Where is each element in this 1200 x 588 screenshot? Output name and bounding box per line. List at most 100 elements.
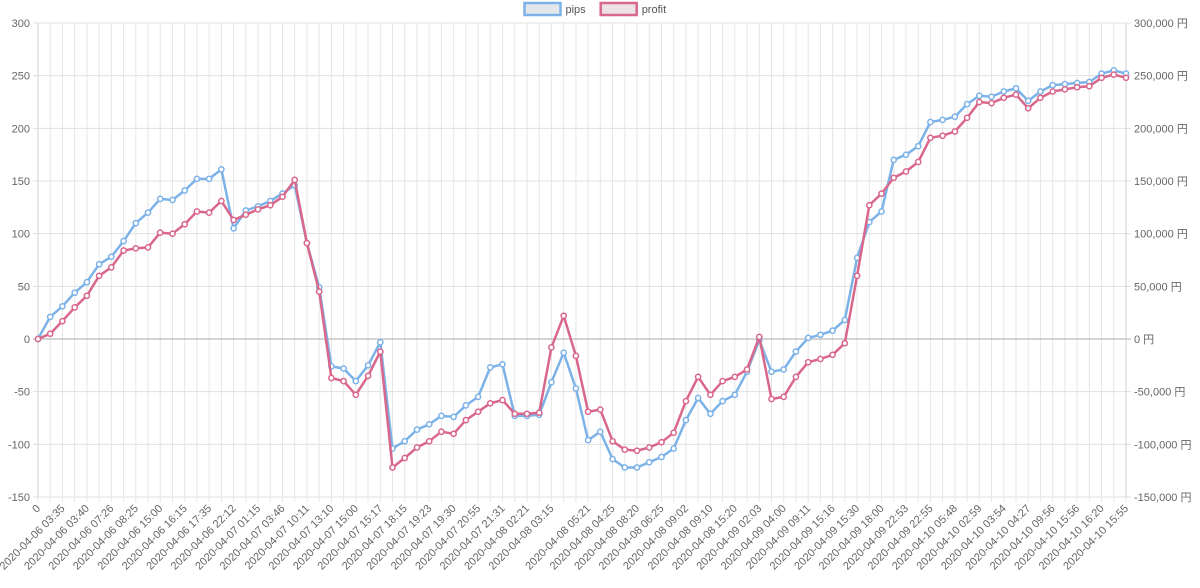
data-point-pips bbox=[1024, 97, 1032, 105]
data-point-pips bbox=[609, 455, 616, 463]
data-point-pips bbox=[462, 402, 470, 409]
data-point-profit bbox=[450, 430, 457, 438]
data-point-profit bbox=[340, 377, 347, 385]
data-point-pips bbox=[438, 412, 445, 420]
data-point-profit bbox=[120, 247, 127, 254]
data-point-profit bbox=[829, 351, 836, 359]
data-point-pips bbox=[988, 93, 995, 101]
data-point-pips bbox=[975, 92, 983, 100]
data-point-pips bbox=[1049, 81, 1057, 89]
data-point-profit bbox=[523, 410, 531, 418]
data-point-profit bbox=[169, 230, 176, 238]
data-point-profit bbox=[560, 312, 568, 320]
data-point-profit bbox=[780, 393, 788, 401]
data-point-pips bbox=[59, 302, 66, 310]
data-point-profit bbox=[755, 333, 763, 341]
data-point-profit bbox=[841, 339, 849, 347]
data-point-profit bbox=[486, 399, 494, 407]
data-point-pips bbox=[572, 385, 580, 392]
data-point-profit bbox=[328, 374, 335, 382]
y-right-tick-label: 150,000 円 bbox=[1134, 176, 1188, 188]
data-point-profit bbox=[205, 209, 213, 216]
y-left-tick-label: 100 bbox=[12, 229, 30, 241]
data-point-pips bbox=[401, 437, 409, 445]
data-point-profit bbox=[364, 372, 372, 380]
y-left-tick-label: -50 bbox=[14, 387, 30, 399]
data-point-profit bbox=[71, 304, 79, 311]
data-point-profit bbox=[46, 330, 54, 338]
data-point-profit bbox=[645, 444, 653, 451]
data-point-pips bbox=[596, 428, 604, 436]
data-point-profit bbox=[596, 406, 604, 413]
data-point-pips bbox=[132, 219, 140, 227]
gridlines bbox=[33, 22, 1131, 502]
data-point-pips bbox=[658, 453, 665, 461]
data-point-pips bbox=[46, 313, 54, 321]
data-point-profit bbox=[719, 377, 726, 385]
data-point-profit bbox=[266, 201, 274, 209]
data-point-pips bbox=[364, 361, 372, 369]
data-point-pips bbox=[914, 142, 922, 150]
data-point-profit bbox=[389, 464, 396, 471]
y-right-tick-label: 250,000 円 bbox=[1134, 71, 1188, 83]
data-point-profit bbox=[902, 168, 910, 175]
data-point-pips bbox=[1037, 88, 1044, 95]
data-point-profit bbox=[254, 206, 262, 213]
y-left-tick-label: 0 bbox=[24, 334, 30, 346]
data-point-pips bbox=[963, 100, 971, 108]
data-point-pips bbox=[707, 410, 714, 418]
data-point-pips bbox=[841, 316, 849, 324]
data-point-pips bbox=[120, 237, 127, 245]
data-point-profit bbox=[804, 358, 812, 366]
data-point-profit bbox=[682, 397, 690, 405]
data-point-profit bbox=[511, 410, 519, 418]
data-point-pips bbox=[927, 118, 934, 126]
data-point-pips bbox=[951, 113, 959, 121]
y-left-tick-label: -150 bbox=[8, 492, 30, 504]
data-point-profit bbox=[914, 158, 922, 166]
y-right-tick-label: 300,000 円 bbox=[1134, 18, 1188, 30]
data-point-pips bbox=[499, 360, 506, 368]
data-point-profit bbox=[988, 99, 995, 107]
data-point-pips bbox=[71, 289, 79, 297]
data-point-pips bbox=[768, 368, 775, 376]
data-point-pips bbox=[560, 349, 568, 357]
data-point-pips bbox=[83, 278, 91, 286]
data-point-profit bbox=[1110, 71, 1118, 78]
data-point-profit bbox=[425, 437, 433, 445]
data-point-profit bbox=[853, 272, 861, 280]
data-point-profit bbox=[927, 134, 934, 142]
data-point-profit bbox=[144, 244, 152, 251]
data-point-pips bbox=[633, 464, 641, 471]
data-point-profit bbox=[1012, 91, 1020, 98]
data-point-profit bbox=[890, 174, 898, 182]
y-right-tick-label: -50,000 円 bbox=[1134, 387, 1185, 399]
series-line-profit bbox=[37, 73, 1127, 469]
y-right-tick-label: 50,000 円 bbox=[1134, 281, 1182, 293]
data-point-profit bbox=[291, 176, 299, 184]
data-point-profit bbox=[438, 428, 445, 436]
data-point-profit bbox=[535, 409, 543, 417]
data-point-profit bbox=[401, 454, 409, 462]
data-point-pips bbox=[193, 175, 201, 183]
data-point-pips bbox=[645, 458, 653, 466]
data-point-pips bbox=[878, 208, 885, 215]
y-right-tick-label: -100,000 円 bbox=[1134, 439, 1191, 451]
data-point-pips bbox=[218, 166, 225, 173]
data-point-profit bbox=[132, 245, 140, 252]
data-point-profit bbox=[731, 373, 739, 381]
data-point-profit bbox=[694, 373, 702, 381]
data-point-profit bbox=[376, 348, 384, 355]
data-point-profit bbox=[548, 344, 555, 351]
data-point-profit bbox=[242, 211, 250, 219]
data-point-pips bbox=[107, 253, 115, 261]
data-point-profit bbox=[462, 416, 470, 424]
data-point-pips bbox=[474, 393, 482, 401]
data-point-pips bbox=[792, 348, 800, 355]
y-left-tick-label: 300 bbox=[12, 18, 30, 30]
data-point-profit bbox=[817, 355, 824, 363]
legend-label-profit: profit bbox=[642, 4, 666, 16]
data-point-pips bbox=[694, 394, 702, 402]
